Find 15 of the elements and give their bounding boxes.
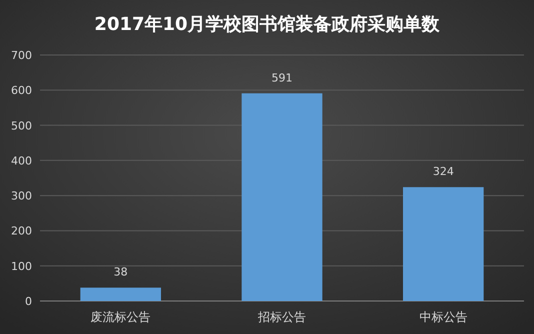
y-tick-label: 400 [11,154,32,168]
x-tick-label: 中标公告 [419,310,468,324]
data-label: 38 [114,266,128,279]
data-label: 591 [272,71,292,84]
x-tick-label: 招标公告 [257,310,306,324]
y-tick-label: 0 [25,295,32,308]
y-tick-label: 100 [11,260,32,273]
y-tick-label: 700 [11,49,32,62]
y-tick-label: 500 [11,119,32,132]
title: 2017年10月学校图书馆装备政府采购单数 [94,14,440,35]
y-tick-label: 200 [11,224,32,238]
y-tick-label: 600 [11,84,32,98]
x-tick-label: 废流标公告 [90,310,151,324]
y-tick-label: 300 [11,190,32,203]
data-label: 324 [432,165,454,178]
